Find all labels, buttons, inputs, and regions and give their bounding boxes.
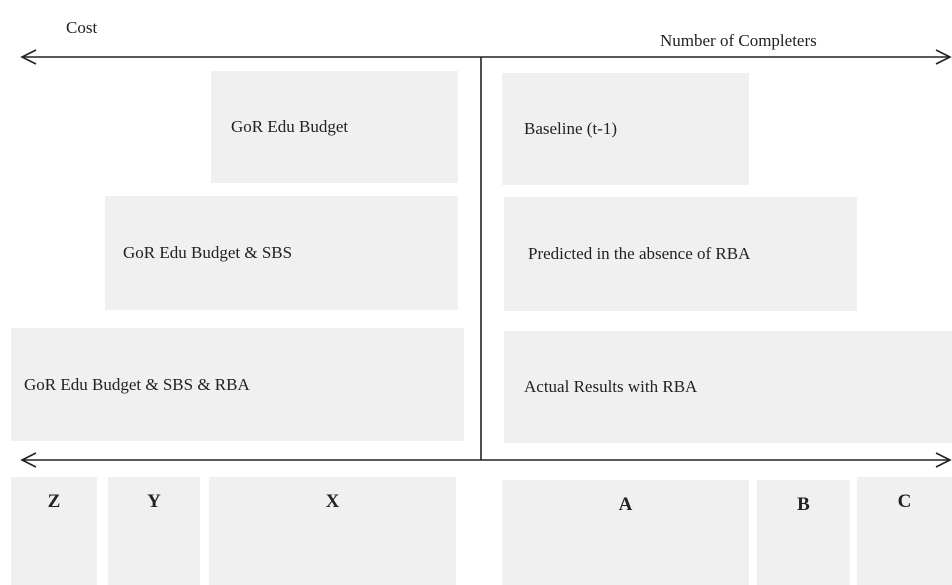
- right-box: Baseline (t-1): [502, 73, 749, 185]
- left-box: GoR Edu Budget: [211, 71, 458, 183]
- arrow-head: [20, 49, 37, 65]
- bottom-box: B: [757, 480, 850, 585]
- axis-label: Number of Completers: [660, 31, 817, 50]
- bottom-box: A: [502, 480, 749, 585]
- bottom-box: Z: [11, 477, 97, 585]
- axis-label: Cost: [66, 18, 98, 37]
- bottom-box: C: [857, 477, 952, 585]
- bottom-box: X: [209, 477, 456, 585]
- arrow-head: [20, 452, 37, 468]
- bottom-box: Y: [108, 477, 200, 585]
- axes: [20, 49, 952, 468]
- left-box: GoR Edu Budget & SBS & RBA: [11, 328, 464, 441]
- left-box: GoR Edu Budget & SBS: [105, 196, 458, 310]
- arrow-head: [935, 452, 952, 468]
- arrow-head: [935, 49, 952, 65]
- right-box: Predicted in the absence of RBA: [504, 197, 857, 311]
- right-box: Actual Results with RBA: [504, 331, 952, 443]
